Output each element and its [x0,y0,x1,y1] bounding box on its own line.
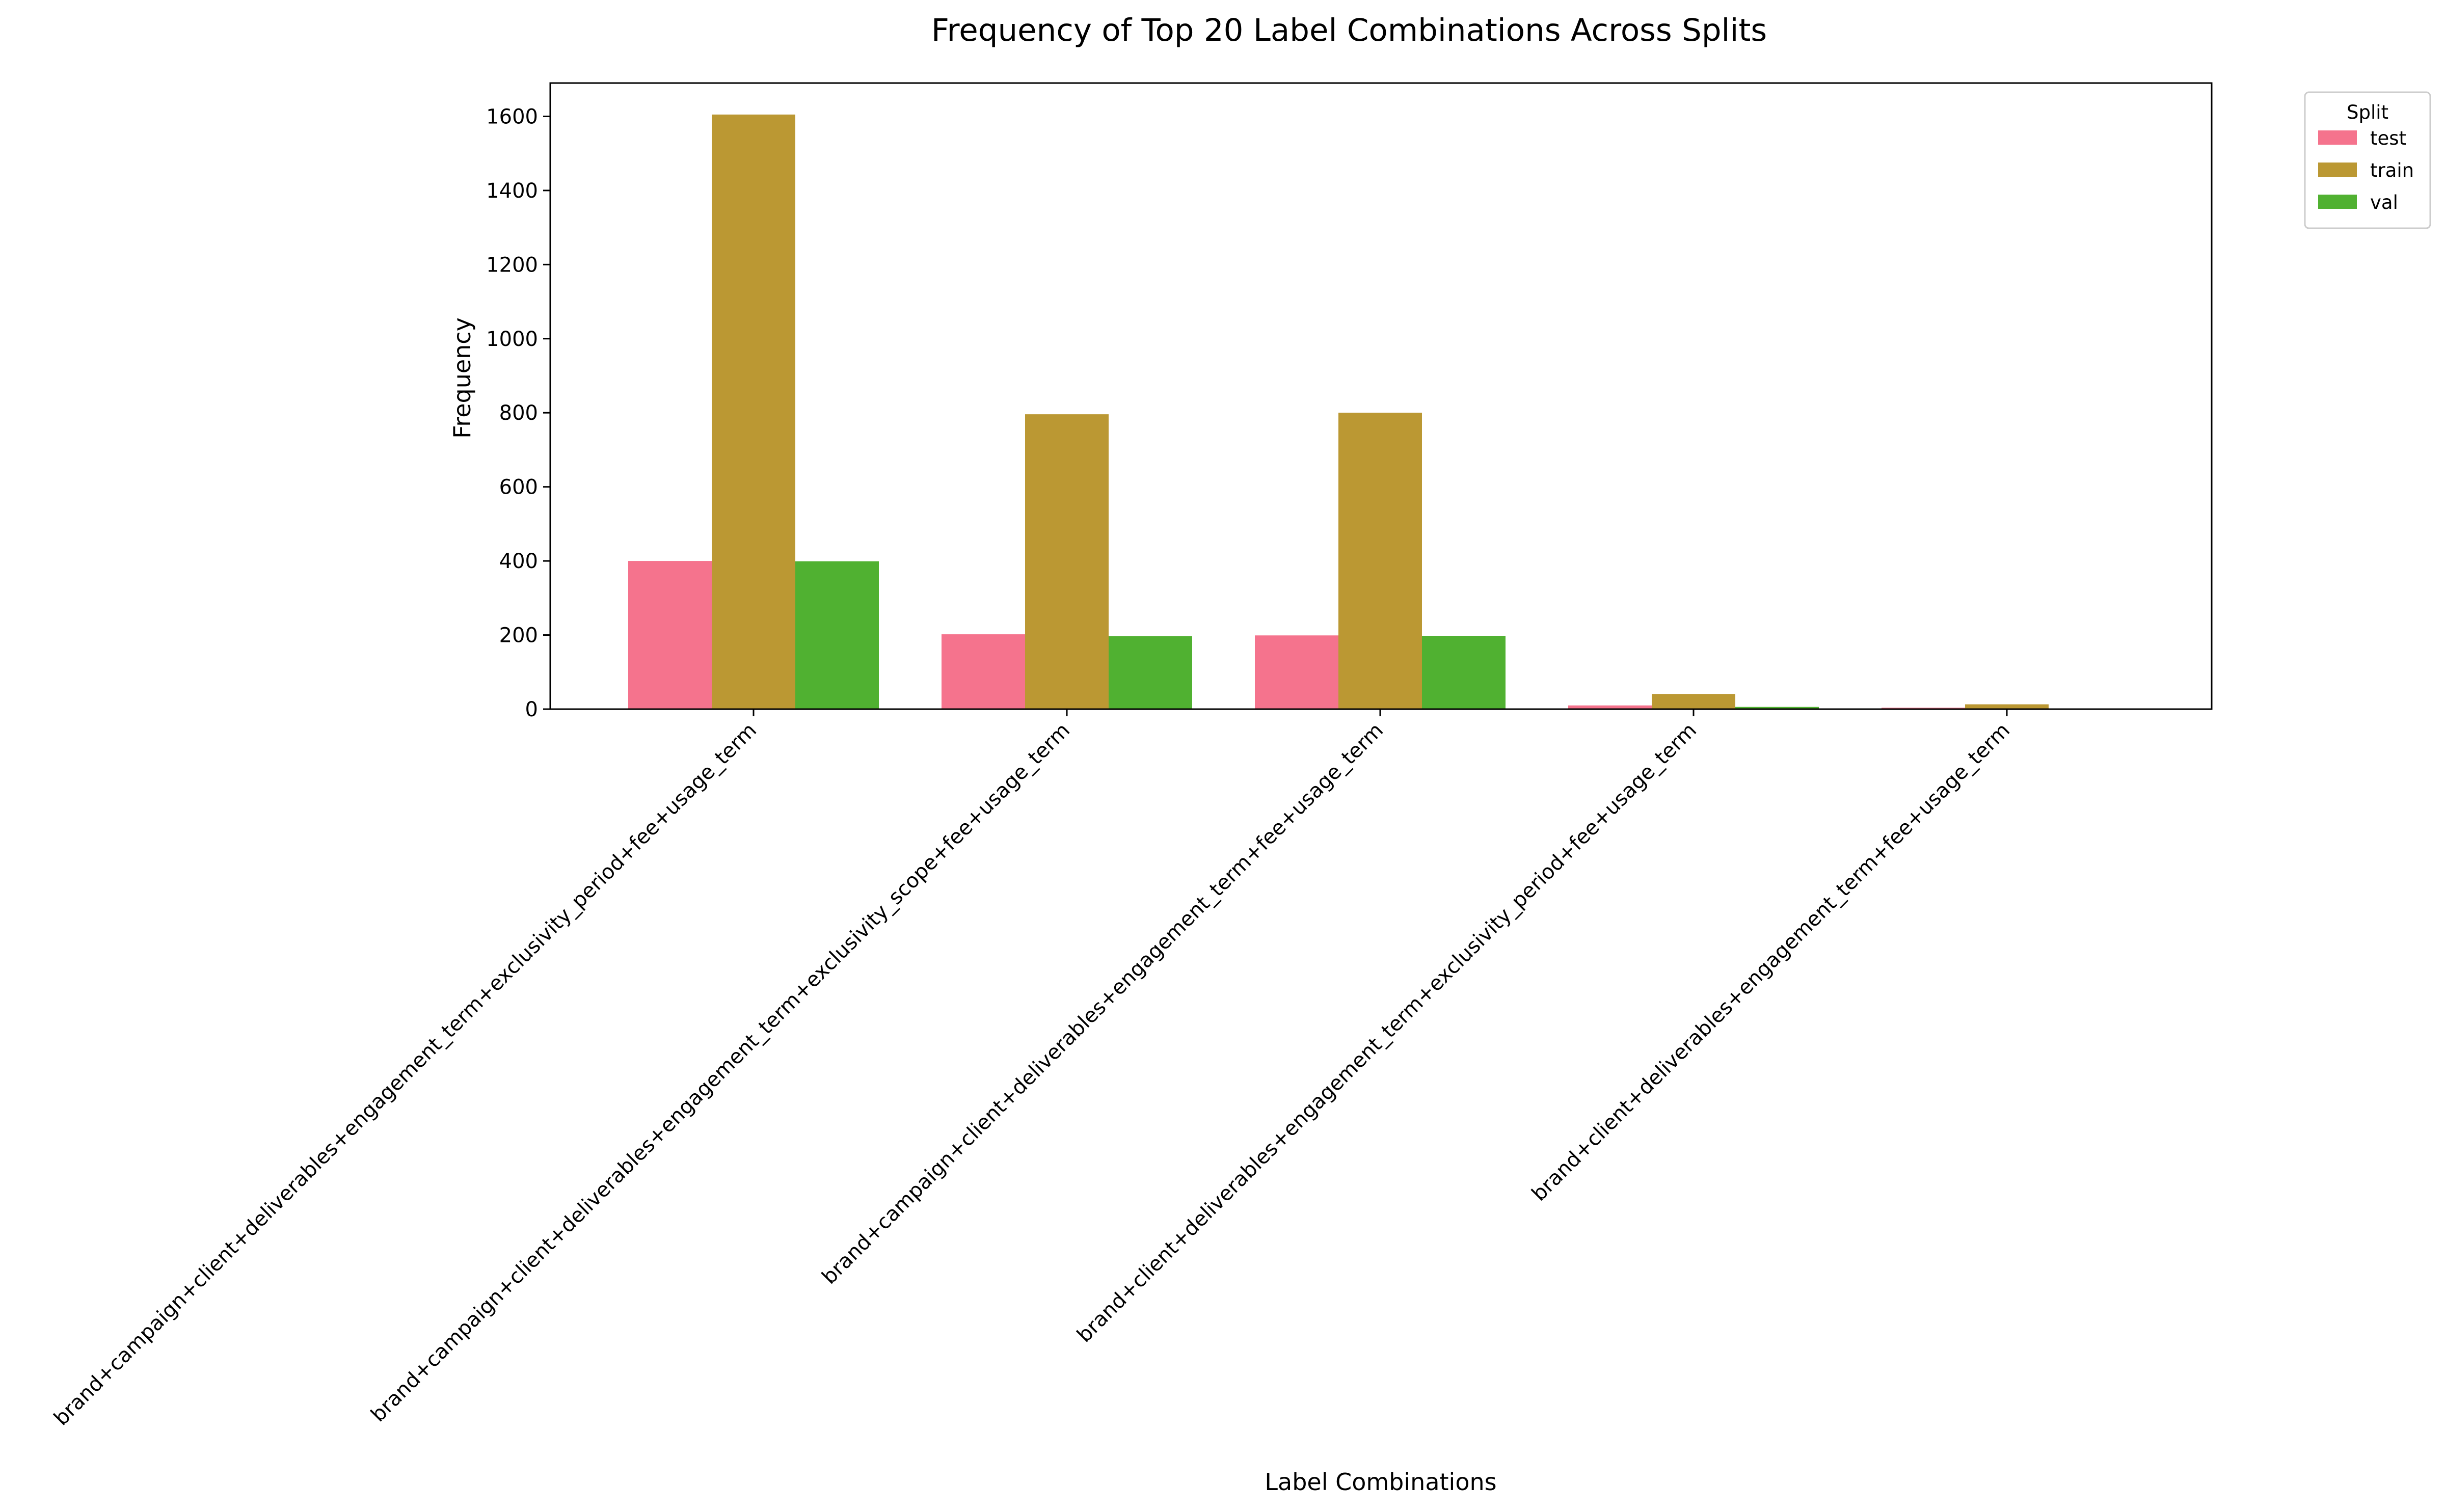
bar-test-2 [942,634,1025,709]
legend-swatch-test [2318,130,2357,145]
bar-train-5 [1965,704,2049,709]
bar-train-3 [1338,413,1422,709]
y-axis-label: Frequency [448,317,476,439]
bar-val-1 [795,561,879,709]
bar-train-2 [1025,414,1109,709]
legend-box [2304,91,2431,229]
bar-val-4 [1735,707,1819,709]
legend-title: Split [2347,101,2388,123]
y-tick-label: 1600 [486,105,538,128]
bar-train-4 [1652,694,1735,709]
bar-val-2 [1109,636,1192,709]
bar-train-1 [712,114,795,710]
y-tick-label: 600 [499,476,538,499]
legend: Split test train val [2304,91,2431,229]
y-tick-label: 1200 [486,253,538,277]
legend-label-train: train [2370,159,2414,181]
legend-label-test: test [2370,127,2406,149]
bar-test-3 [1255,635,1338,709]
y-tick-label: 1000 [486,328,538,351]
bar-val-3 [1422,636,1506,709]
y-tick-label: 0 [525,698,538,721]
y-tick-label: 400 [499,550,538,573]
y-tick-label: 800 [499,401,538,425]
y-tick-label: 200 [499,624,538,647]
bar-test-4 [1568,705,1652,709]
legend-label-val: val [2370,192,2398,213]
y-tick-label: 1400 [486,179,538,203]
legend-swatch-val [2318,195,2357,209]
chart-title: Frequency of Top 20 Label Combinations A… [931,12,1767,48]
legend-swatch-train [2318,163,2357,177]
x-axis-label: Label Combinations [1265,1468,1496,1496]
bar-test-1 [628,561,712,709]
